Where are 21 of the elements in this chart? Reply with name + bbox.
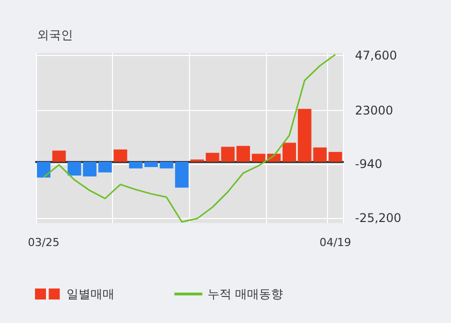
line-series: [42, 54, 336, 223]
y-tick-label: 47,600: [355, 48, 397, 63]
bar: [36, 162, 50, 178]
x-tick-label: 03/25: [28, 236, 60, 249]
legend-label: 누적 매매동향: [207, 287, 284, 301]
bar: [82, 162, 96, 176]
y-tick-label: -940: [355, 156, 382, 171]
legend-label: 일별매매: [66, 287, 114, 301]
bar: [175, 162, 189, 188]
bar: [129, 162, 143, 168]
bar: [282, 142, 296, 162]
x-tick-label: 04/19: [319, 236, 352, 249]
bar: [98, 162, 112, 172]
bar: [328, 152, 342, 162]
bar: [52, 150, 66, 162]
bar: [68, 162, 82, 176]
bar: [236, 146, 250, 162]
chart-title: 외국인: [37, 28, 73, 42]
y-tick-label: 23000: [355, 103, 394, 118]
y-tick-label: -25,200: [355, 210, 402, 225]
bar: [114, 149, 128, 162]
